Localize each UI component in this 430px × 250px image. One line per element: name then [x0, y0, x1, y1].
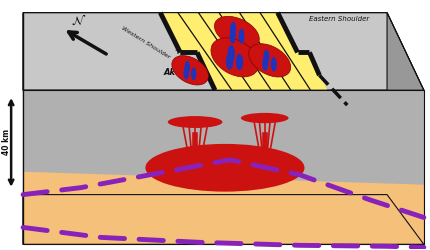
Ellipse shape — [167, 116, 222, 128]
Polygon shape — [23, 13, 423, 90]
Text: DZ: DZ — [249, 53, 262, 62]
Polygon shape — [23, 172, 423, 244]
Ellipse shape — [263, 50, 269, 64]
Ellipse shape — [230, 22, 236, 37]
Ellipse shape — [225, 53, 233, 70]
Polygon shape — [23, 90, 423, 185]
Text: 40 km: 40 km — [2, 129, 11, 155]
Text: Eastern Shoulder: Eastern Shoulder — [308, 16, 369, 22]
Text: YTV2: YTV2 — [172, 47, 184, 64]
Text: Wo: Wo — [284, 53, 298, 62]
Ellipse shape — [145, 144, 304, 192]
Ellipse shape — [229, 28, 235, 44]
Polygon shape — [23, 90, 423, 185]
Polygon shape — [386, 13, 423, 244]
Text: LAB: LAB — [227, 150, 247, 164]
Ellipse shape — [183, 67, 188, 80]
Text: Mantle: Mantle — [78, 210, 113, 219]
Ellipse shape — [238, 28, 244, 44]
Text: Ak: Ak — [163, 68, 175, 77]
Ellipse shape — [214, 16, 259, 49]
Ellipse shape — [240, 113, 288, 123]
Text: Ko: Ko — [251, 23, 263, 32]
Text: Crust: Crust — [109, 143, 131, 152]
Ellipse shape — [248, 44, 290, 77]
Ellipse shape — [227, 45, 234, 62]
Ellipse shape — [270, 57, 276, 72]
Ellipse shape — [184, 61, 190, 74]
Polygon shape — [23, 194, 423, 244]
Ellipse shape — [235, 54, 243, 70]
Polygon shape — [23, 90, 423, 244]
Ellipse shape — [253, 155, 275, 160]
Polygon shape — [23, 172, 423, 244]
Ellipse shape — [172, 56, 208, 85]
Ellipse shape — [182, 162, 207, 168]
Text: $\mathcal{N}$: $\mathcal{N}$ — [71, 14, 86, 28]
Polygon shape — [160, 13, 327, 90]
Ellipse shape — [261, 56, 267, 71]
Text: Asthenosphere: Asthenosphere — [303, 203, 374, 212]
Ellipse shape — [190, 68, 196, 80]
Text: Western Shoulder: Western Shoulder — [120, 26, 170, 60]
Ellipse shape — [210, 38, 258, 77]
